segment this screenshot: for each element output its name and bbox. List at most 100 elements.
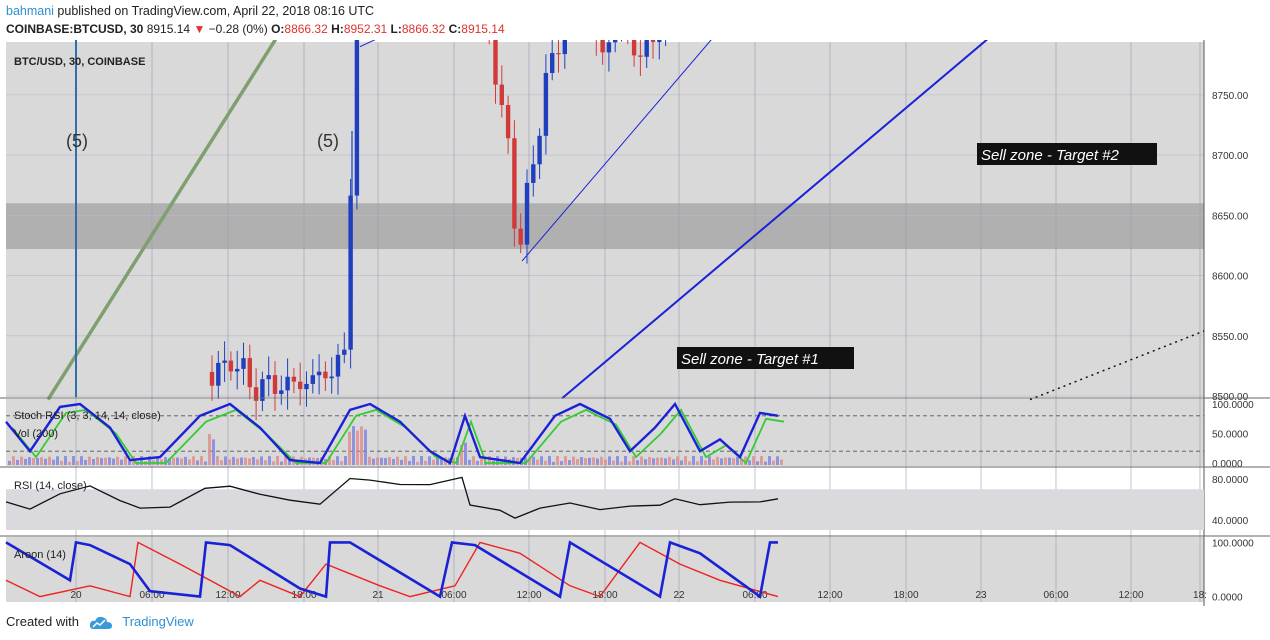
candle-body <box>505 105 511 139</box>
volume-bar <box>588 457 591 465</box>
price-change: −0.28 (0%) <box>208 22 268 36</box>
volume-bar <box>552 461 555 465</box>
time-tick-label: 18:00 <box>291 590 316 601</box>
volume-bar <box>604 459 607 465</box>
annotation-target-1: Sell zone - Target #1 <box>681 351 819 368</box>
volume-bar <box>48 456 51 465</box>
volume-bar <box>560 461 563 465</box>
volume-bar <box>140 456 143 465</box>
candle-body <box>354 40 360 196</box>
aroon-title: Aroon (14) <box>14 549 66 561</box>
volume-title: Vol (200) <box>14 428 58 440</box>
volume-bar <box>416 461 419 465</box>
author-link[interactable]: bahmani <box>6 4 54 18</box>
volume-bar <box>392 458 395 465</box>
high-label: H: <box>331 22 344 36</box>
volume-bar <box>104 457 107 465</box>
volume-bar <box>76 461 79 465</box>
volume-bar <box>56 456 59 465</box>
volume-bar <box>712 459 715 465</box>
price-tick-label: 8800.00 <box>1212 40 1249 42</box>
volume-bar <box>436 456 439 465</box>
volume-bar <box>592 457 595 465</box>
volume-bar <box>44 458 47 465</box>
volume-bar <box>72 456 75 465</box>
rsi-tick-label: 80.0000 <box>1212 475 1249 486</box>
volume-bar <box>636 460 639 465</box>
trading-chart[interactable]: 9050.009000.008950.008900.008850.008800.… <box>0 40 1270 606</box>
volume-bar <box>628 461 631 465</box>
candle-body <box>285 376 290 391</box>
candle-body <box>335 354 341 377</box>
volume-bar <box>12 456 15 465</box>
time-tick-label: 06:00 <box>139 590 164 601</box>
volume-bar <box>356 430 359 465</box>
volume-bar <box>84 460 87 465</box>
volume-bar <box>716 456 719 465</box>
volume-bar <box>772 460 775 465</box>
volume-bar <box>352 426 355 465</box>
publish-info: bahmani published on TradingView.com, Ap… <box>6 4 374 18</box>
volume-bar <box>572 456 575 465</box>
volume-bar <box>164 456 167 465</box>
price-tick-label: 8550.00 <box>1212 332 1249 343</box>
tradingview-brand-link[interactable]: TradingView <box>122 614 194 629</box>
candle-body <box>537 135 542 165</box>
time-tick-label: 06:00 <box>441 590 466 601</box>
low-label: L: <box>390 22 402 36</box>
volume-bar <box>264 460 267 465</box>
volume-bar <box>188 459 191 465</box>
volume-bar <box>324 459 327 465</box>
candle-body <box>606 42 612 53</box>
volume-bar <box>280 461 283 465</box>
stoch-title: Stoch RSI (3, 3, 14, 14, close) <box>14 410 161 422</box>
volume-bar <box>428 456 431 465</box>
time-tick-label: 18:00 <box>592 590 617 601</box>
time-tick-label: 06:00 <box>1043 590 1068 601</box>
candle-body <box>499 84 504 106</box>
volume-bar <box>212 439 215 465</box>
open-label: O: <box>271 22 285 36</box>
volume-bar <box>672 459 675 465</box>
price-tick-label: 8700.00 <box>1212 151 1249 162</box>
candle-body <box>304 383 309 390</box>
low-value: 8866.32 <box>401 22 446 36</box>
down-triangle-icon: ▼ <box>193 22 206 36</box>
volume-bar <box>480 456 483 465</box>
candle-body <box>638 55 643 57</box>
volume-bar <box>776 456 779 465</box>
volume-bar <box>340 461 343 465</box>
candle-body <box>562 40 567 55</box>
candle-body <box>657 40 662 43</box>
volume-bar <box>8 460 11 465</box>
volume-bar <box>404 456 407 465</box>
symbol-info: COINBASE:BTCUSD, 30 8915.14 ▼ −0.28 (0%)… <box>6 22 505 36</box>
close-label: C: <box>448 22 462 36</box>
candle-body <box>329 376 334 379</box>
volume-bar <box>620 461 623 465</box>
price-tick-label: 8750.00 <box>1212 91 1249 102</box>
volume-bar <box>376 457 379 465</box>
wave-line <box>46 40 278 401</box>
high-value: 8952.31 <box>343 22 388 36</box>
volume-bar <box>364 429 367 465</box>
volume-bar <box>432 459 435 465</box>
volume-bar <box>408 461 411 465</box>
volume-bar <box>208 434 211 465</box>
candle-body <box>216 362 221 386</box>
volume-bar <box>88 456 91 465</box>
time-tick-label: 12:00 <box>1118 590 1143 601</box>
chart-title: BTC/USD, 30, COINBASE <box>14 56 145 68</box>
time-tick-label: 18:00 <box>893 590 918 601</box>
volume-bar <box>644 459 647 465</box>
volume-bar <box>664 458 667 465</box>
volume-bar <box>420 456 423 465</box>
volume-bar <box>536 459 539 465</box>
volume-bar <box>204 461 207 465</box>
volume-bar <box>472 456 475 465</box>
volume-bar <box>192 456 195 465</box>
candle-body <box>253 387 259 401</box>
volume-bar <box>268 456 271 465</box>
volume-bar <box>328 456 331 465</box>
volume-bar <box>200 456 203 465</box>
